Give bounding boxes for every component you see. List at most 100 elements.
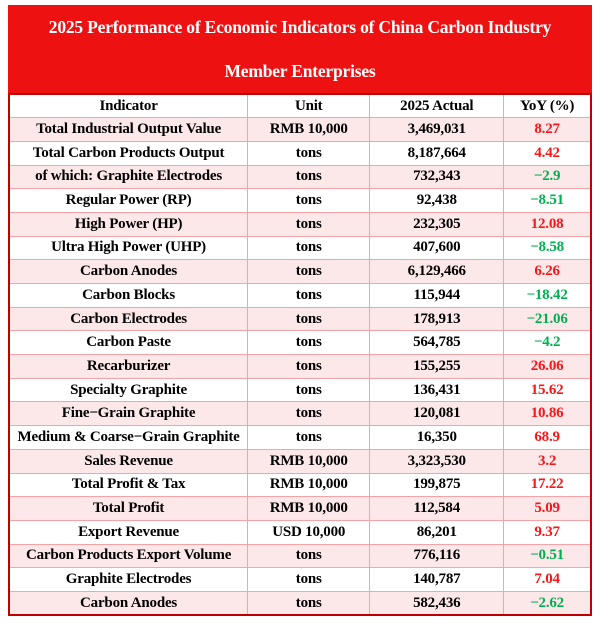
actual-value-cell: 140,787 <box>369 567 505 592</box>
table-row: of which: Graphite Electrodes tons 732,3… <box>8 164 592 190</box>
table-row: Sales Revenue RMB 10,000 3,323,530 3.2 <box>8 448 592 474</box>
actual-value-cell: 8,187,664 <box>369 140 505 166</box>
indicator-cell: Sales Revenue <box>8 448 249 474</box>
table-row: Medium & Coarse−Grain Graphite tons 16,3… <box>8 425 592 450</box>
table-row: Carbon Electrodes tons 178,913 −21.06 <box>8 306 592 332</box>
indicator-cell: of which: Graphite Electrodes <box>8 164 249 190</box>
actual-value-cell: 3,323,530 <box>369 448 505 474</box>
unit-cell: RMB 10,000 <box>247 472 371 498</box>
actual-value-cell: 199,875 <box>369 472 505 498</box>
unit-cell: tons <box>247 425 371 450</box>
table-row: Total Industrial Output Value RMB 10,000… <box>8 117 592 142</box>
indicator-cell: Total Industrial Output Value <box>8 117 249 142</box>
actual-value-cell: 564,785 <box>369 330 505 356</box>
title-banner: 2025 Performance of Economic Indicators … <box>8 5 592 93</box>
yoy-value-cell: 26.06 <box>503 354 592 379</box>
table-row: Carbon Anodes tons 6,129,466 6.26 <box>8 259 592 284</box>
actual-value-cell: 86,201 <box>369 519 505 545</box>
unit-cell: tons <box>247 377 371 403</box>
yoy-value-cell: 68.9 <box>503 425 592 450</box>
unit-cell: tons <box>247 306 371 332</box>
unit-cell: tons <box>247 140 371 166</box>
yoy-value-cell: 12.08 <box>503 211 592 237</box>
unit-cell: tons <box>247 543 371 569</box>
table-row: Export Revenue USD 10,000 86,201 9.37 <box>8 519 592 545</box>
col-header-indicator: Indicator <box>8 93 249 119</box>
yoy-value-cell: 4.42 <box>503 140 592 166</box>
actual-value-cell: 776,116 <box>369 543 505 569</box>
actual-value-cell: 232,305 <box>369 211 505 237</box>
yoy-value-cell: 7.04 <box>503 567 592 592</box>
actual-value-cell: 3,469,031 <box>369 117 505 142</box>
table-header-row: Indicator Unit 2025 Actual YoY (%) <box>8 93 592 119</box>
table-row: Carbon Products Export Volume tons 776,1… <box>8 543 592 569</box>
table-row: Total Profit & Tax RMB 10,000 199,875 17… <box>8 472 592 498</box>
yoy-value-cell: −2.62 <box>503 590 592 616</box>
table-row: Carbon Blocks tons 115,944 −18.42 <box>8 283 592 308</box>
indicator-cell: Carbon Paste <box>8 330 249 356</box>
table-row: High Power (HP) tons 232,305 12.08 <box>8 211 592 237</box>
indicator-cell: High Power (HP) <box>8 211 249 237</box>
indicator-cell: Carbon Products Export Volume <box>8 543 249 569</box>
unit-cell: tons <box>247 330 371 356</box>
unit-cell: RMB 10,000 <box>247 448 371 474</box>
yoy-value-cell: −4.2 <box>503 330 592 356</box>
unit-cell: tons <box>247 259 371 284</box>
table-row: Total Carbon Products Output tons 8,187,… <box>8 140 592 166</box>
page-subtitle: Member Enterprises <box>224 60 376 81</box>
yoy-value-cell: −0.51 <box>503 543 592 569</box>
yoy-value-cell: 8.27 <box>503 117 592 142</box>
table-row: Fine−Grain Graphite tons 120,081 10.86 <box>8 401 592 427</box>
indicator-cell: Recarburizer <box>8 354 249 379</box>
unit-cell: USD 10,000 <box>247 519 371 545</box>
indicator-cell: Medium & Coarse−Grain Graphite <box>8 425 249 450</box>
table-row: Ultra High Power (UHP) tons 407,600 −8.5… <box>8 235 592 261</box>
indicator-cell: Carbon Anodes <box>8 590 249 616</box>
yoy-value-cell: −8.51 <box>503 188 592 213</box>
table-row: Carbon Paste tons 564,785 −4.2 <box>8 330 592 356</box>
table-row: Graphite Electrodes tons 140,787 7.04 <box>8 567 592 592</box>
yoy-value-cell: −18.42 <box>503 283 592 308</box>
yoy-value-cell: −8.58 <box>503 235 592 261</box>
unit-cell: tons <box>247 567 371 592</box>
actual-value-cell: 16,350 <box>369 425 505 450</box>
indicators-table: Indicator Unit 2025 Actual YoY (%) Total… <box>8 93 592 617</box>
unit-cell: tons <box>247 401 371 427</box>
indicator-cell: Total Profit & Tax <box>8 472 249 498</box>
indicator-cell: Carbon Electrodes <box>8 306 249 332</box>
col-header-unit: Unit <box>247 93 371 119</box>
yoy-value-cell: −2.9 <box>503 164 592 190</box>
table-body: Total Industrial Output Value RMB 10,000… <box>8 117 592 616</box>
table-row: Carbon Anodes tons 582,436 −2.62 <box>8 590 592 616</box>
yoy-value-cell: 9.37 <box>503 519 592 545</box>
actual-value-cell: 732,343 <box>369 164 505 190</box>
yoy-value-cell: 10.86 <box>503 401 592 427</box>
unit-cell: tons <box>247 211 371 237</box>
actual-value-cell: 92,438 <box>369 188 505 213</box>
indicator-cell: Fine−Grain Graphite <box>8 401 249 427</box>
indicator-cell: Carbon Blocks <box>8 283 249 308</box>
unit-cell: tons <box>247 354 371 379</box>
unit-cell: tons <box>247 235 371 261</box>
actual-value-cell: 120,081 <box>369 401 505 427</box>
yoy-value-cell: 15.62 <box>503 377 592 403</box>
col-header-yoy: YoY (%) <box>503 93 592 119</box>
actual-value-cell: 155,255 <box>369 354 505 379</box>
actual-value-cell: 178,913 <box>369 306 505 332</box>
unit-cell: tons <box>247 283 371 308</box>
indicator-cell: Regular Power (RP) <box>8 188 249 213</box>
indicator-cell: Total Carbon Products Output <box>8 140 249 166</box>
actual-value-cell: 112,584 <box>369 496 505 521</box>
yoy-value-cell: 3.2 <box>503 448 592 474</box>
indicator-cell: Ultra High Power (UHP) <box>8 235 249 261</box>
indicator-cell: Graphite Electrodes <box>8 567 249 592</box>
unit-cell: tons <box>247 188 371 213</box>
table-row: Recarburizer tons 155,255 26.06 <box>8 354 592 379</box>
col-header-2025-actual: 2025 Actual <box>369 93 505 119</box>
unit-cell: RMB 10,000 <box>247 496 371 521</box>
actual-value-cell: 6,129,466 <box>369 259 505 284</box>
yoy-value-cell: 17.22 <box>503 472 592 498</box>
yoy-value-cell: −21.06 <box>503 306 592 332</box>
actual-value-cell: 407,600 <box>369 235 505 261</box>
yoy-value-cell: 5.09 <box>503 496 592 521</box>
